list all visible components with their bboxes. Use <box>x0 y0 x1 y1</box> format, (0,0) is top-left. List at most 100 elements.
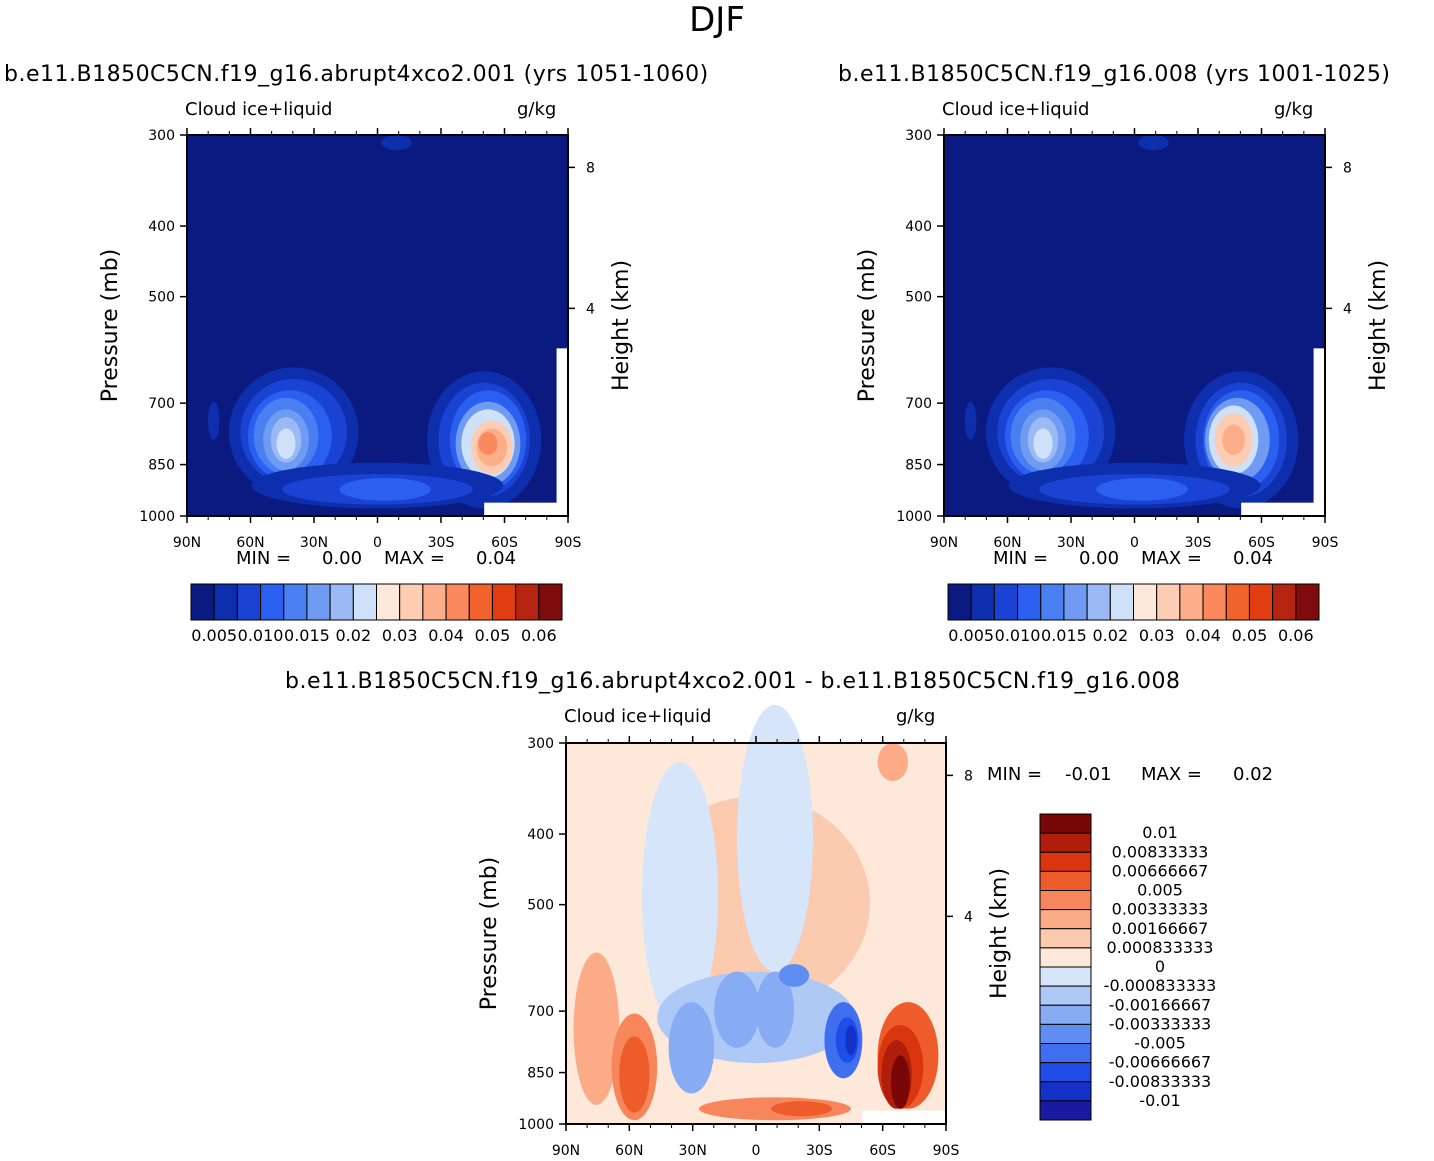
right-xtick-label: 60S <box>1248 535 1275 551</box>
right-contour-region <box>1138 135 1169 151</box>
left-colorbar-label: 0.04 <box>428 626 464 645</box>
right-colorbar-label: 0.02 <box>1093 626 1129 645</box>
right-colorbar-label: 0.05 <box>1232 626 1268 645</box>
diff-colorbar-label: 0 <box>1155 957 1165 976</box>
diff-ytick-label: 500 <box>527 898 554 914</box>
diff-colorbar-label: -0.00666667 <box>1109 1053 1211 1072</box>
diff-colorbar-box <box>1039 1062 1092 1083</box>
left-missing-region <box>484 502 568 516</box>
diff-xtick-label: 90S <box>933 1143 960 1159</box>
diff-colorbar-label: -0.01 <box>1139 1091 1180 1110</box>
diff-colorbar-box <box>1039 947 1092 968</box>
left-colorbar-box <box>190 583 215 621</box>
right-missing-region <box>1313 348 1325 516</box>
left-panel-title: b.e11.B1850C5CN.f19_g16.abrupt4xco2.001 … <box>4 62 709 87</box>
diff-panel-title: b.e11.B1850C5CN.f19_g16.abrupt4xco2.001 … <box>285 669 1181 694</box>
left-xtick-label: 90S <box>555 535 582 551</box>
left-colorbar-label: 0.010 <box>238 626 284 645</box>
left-min-label: MIN = <box>236 548 292 569</box>
diff-colorbar-box <box>1039 813 1092 834</box>
left-colorbar-box <box>491 583 517 621</box>
right-colorbar-label: 0.015 <box>1041 626 1087 645</box>
diff-xtick-label: 60N <box>615 1143 643 1159</box>
right-colorbar-box <box>1040 583 1065 621</box>
panel-left <box>180 128 575 523</box>
right-missing-region <box>1241 502 1325 516</box>
left-ytick-label: 500 <box>148 290 175 306</box>
right-y2tick-label: 4 <box>1343 301 1352 317</box>
diff-contour-region <box>771 1101 832 1117</box>
diff-xtick-label: 30N <box>679 1143 707 1159</box>
diff-colorbar-box <box>1039 928 1092 949</box>
right-max-value: 0.04 <box>1233 548 1274 569</box>
left-colorbar-box <box>468 583 493 621</box>
right-units-label: g/kg <box>1274 99 1314 120</box>
right-ylabel: Pressure (mb) <box>855 249 880 403</box>
right-ytick-label: 300 <box>905 128 932 144</box>
left-xtick-label: 30N <box>300 535 328 551</box>
left-max-label: MAX = <box>384 548 445 569</box>
diff-missing-region <box>862 1110 946 1124</box>
diff-colorbar-box <box>1039 1081 1092 1102</box>
left-colorbar-box <box>376 583 401 621</box>
left-colorbar-label: 0.02 <box>336 626 372 645</box>
right-xtick-label: 60N <box>993 535 1021 551</box>
diff-contour-region <box>845 1024 857 1056</box>
diff-ylabel: Pressure (mb) <box>477 857 502 1011</box>
left-colorbar-box <box>445 583 470 621</box>
right-colorbar-box <box>970 583 995 621</box>
diff-colorbar-label: -0.00833333 <box>1109 1072 1211 1091</box>
right-colorbar-box <box>947 583 972 621</box>
diff-colorbar-label: 0.00833333 <box>1112 842 1209 861</box>
right-xtick-label: 30N <box>1057 535 1085 551</box>
right-colorbar-box <box>1202 583 1227 621</box>
left-colorbar-box <box>283 583 308 621</box>
right-variable-label: Cloud ice+liquid <box>942 99 1090 120</box>
diff-colorbar-box <box>1039 851 1092 872</box>
diff-contour-region <box>890 1055 910 1109</box>
right-contour-region <box>1096 477 1188 501</box>
diff-min-label: MIN = <box>987 764 1043 785</box>
right-colorbar-box <box>1086 583 1111 621</box>
left-colorbar-box <box>260 583 285 621</box>
diff-ytick-label: 400 <box>527 827 554 843</box>
diff-y2label: Height (km) <box>987 868 1012 999</box>
left-colorbar-box <box>213 583 238 621</box>
left-min-value: 0.00 <box>322 548 363 569</box>
left-units-label: g/kg <box>517 99 557 120</box>
left-xtick-label: 60N <box>236 535 264 551</box>
right-colorbar-label: 0.010 <box>995 626 1041 645</box>
left-colorbar-label: 0.06 <box>521 626 557 645</box>
diff-xtick-label: 30S <box>806 1143 833 1159</box>
left-xtick-label: 30S <box>428 535 455 551</box>
diff-contour-region <box>756 971 794 1048</box>
diff-colorbar-label: -0.005 <box>1134 1034 1186 1053</box>
left-contour-region <box>339 477 431 501</box>
right-colorbar-label: 0.005 <box>948 626 994 645</box>
right-contour-region <box>964 401 977 440</box>
right-colorbar-label: 0.03 <box>1139 626 1175 645</box>
left-ytick-label: 700 <box>148 396 175 412</box>
right-colorbar-box <box>1017 583 1042 621</box>
diff-colorbar-label: -0.00166667 <box>1109 995 1211 1014</box>
panel-diff <box>559 704 953 1131</box>
left-contour-region <box>276 428 296 459</box>
left-contour-region <box>207 401 220 440</box>
right-xtick-label: 30S <box>1185 535 1212 551</box>
left-colorbar-label: 0.03 <box>382 626 418 645</box>
diff-contour-region <box>714 971 760 1048</box>
left-colorbar-box <box>422 583 447 621</box>
right-colorbar-box <box>1225 583 1250 621</box>
right-colorbar-box <box>1133 583 1158 621</box>
right-panel-title: b.e11.B1850C5CN.f19_g16.008 (yrs 1001-10… <box>838 62 1391 87</box>
diff-contour-region <box>573 952 620 1105</box>
diff-contour-region <box>778 963 810 987</box>
diff-colorbar-box <box>1039 1004 1092 1025</box>
right-colorbar-box <box>1109 583 1134 621</box>
right-colorbar-box <box>993 583 1019 621</box>
right-ytick-label: 700 <box>905 396 932 412</box>
diff-colorbar-label: 0.01 <box>1142 823 1178 842</box>
left-y2tick-label: 8 <box>586 160 595 176</box>
right-colorbar-box <box>1295 583 1320 621</box>
